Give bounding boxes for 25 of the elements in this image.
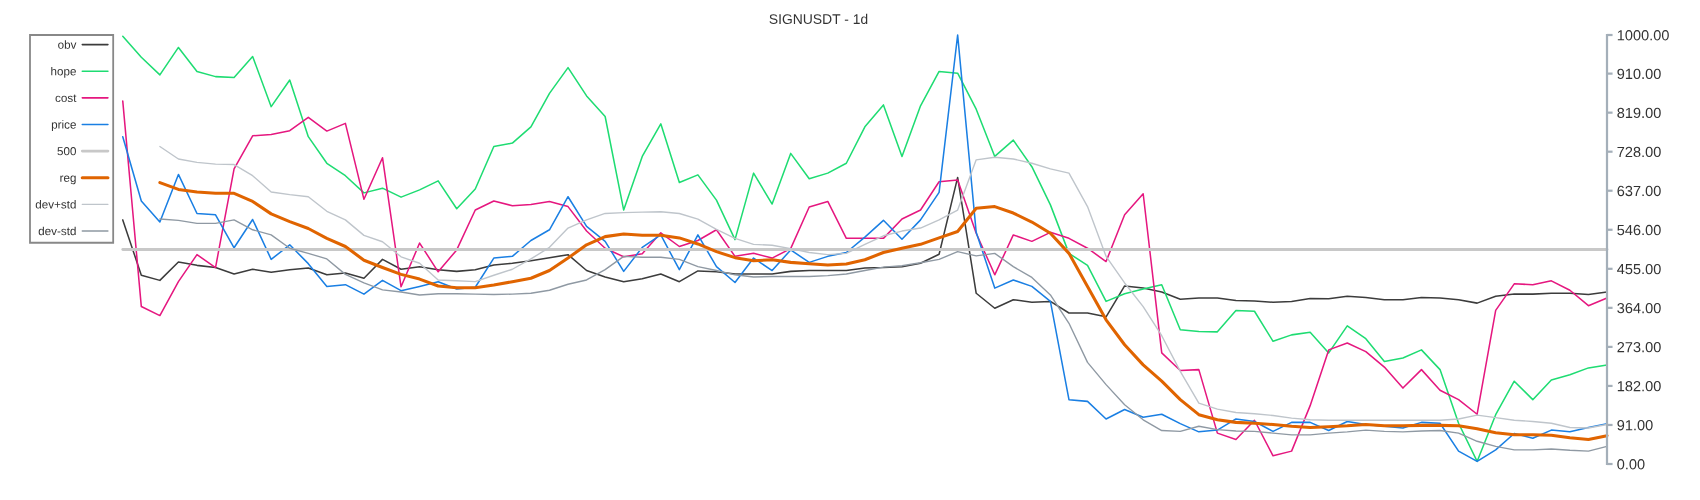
legend-label: 500 [57, 147, 76, 156]
legend-label: dev+std [35, 200, 76, 209]
y-tick-label: 364.00 [1617, 302, 1661, 314]
legend-label: reg [60, 175, 76, 185]
y-tick-label: 455.00 [1617, 263, 1661, 275]
y-tick-label: 182.00 [1617, 381, 1661, 392]
y-tick-label: 637.00 [1617, 185, 1661, 197]
line-series [121, 100, 1608, 457]
line-series [159, 218, 1608, 452]
y-tick-label: 0.00 [1617, 459, 1645, 470]
y-tick-label: 91.00 [1617, 420, 1653, 431]
legend-label: hope [51, 66, 76, 78]
legend-label: dev-std [38, 226, 76, 236]
line-series [121, 176, 1608, 318]
y-tick-label: 1000.00 [1617, 30, 1669, 41]
y-tick-label: 819.00 [1617, 107, 1661, 119]
chart-title: SIGNUSDT - 1d [769, 13, 868, 25]
legend-label: obv [58, 40, 77, 49]
legend-label: cost [55, 94, 77, 103]
y-tick-label: 273.00 [1617, 341, 1661, 353]
y-tick-label: 910.00 [1617, 68, 1661, 80]
y-tick-label: 546.00 [1617, 224, 1661, 236]
y-tick-label: 728.00 [1617, 146, 1661, 158]
line-series [158, 181, 1609, 442]
legend-label: price [51, 120, 76, 131]
